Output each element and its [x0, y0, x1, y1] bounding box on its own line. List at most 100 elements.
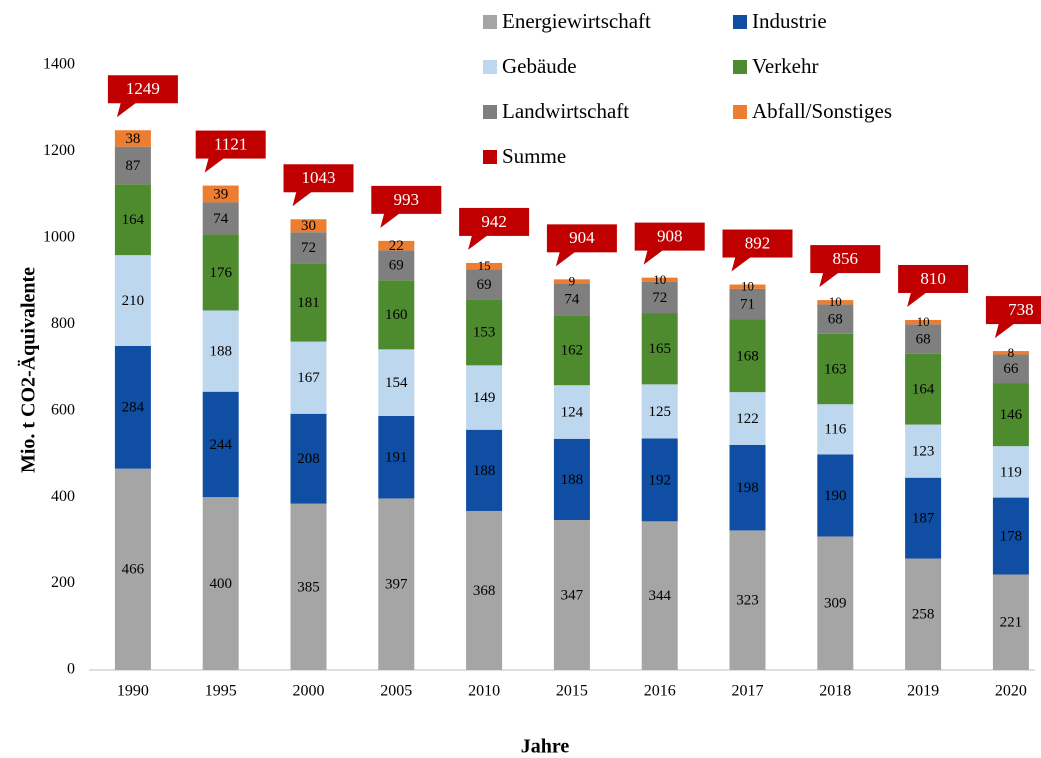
bar-segment: [992, 351, 1029, 355]
x-axis-title: Jahre: [521, 736, 570, 758]
bar-segment: [553, 283, 590, 316]
bar-segment: [641, 438, 678, 522]
total-label: 1121: [214, 134, 247, 153]
total-label: 856: [833, 249, 859, 268]
total-callout: [985, 296, 1041, 325]
segment-label: 168: [736, 348, 759, 364]
x-tick-label: 1995: [205, 683, 237, 700]
legend-label: Energiewirtschaft: [502, 9, 651, 33]
total-callout: [898, 264, 969, 293]
legend-swatch: [733, 105, 747, 119]
total-callout: [634, 222, 705, 251]
segment-label: 74: [564, 292, 580, 308]
bar-segment: [378, 415, 415, 499]
bar-segment: [378, 280, 415, 350]
y-tick-label: 800: [51, 315, 75, 332]
bar-segment: [202, 234, 239, 311]
bar-segment: [202, 310, 239, 392]
y-tick-label: 1200: [43, 142, 75, 159]
bar-segment: [729, 530, 766, 670]
bar-segment: [553, 438, 590, 521]
bar-segment: [378, 349, 415, 416]
bar-segment: [641, 313, 678, 385]
segment-label: 188: [561, 472, 584, 488]
segment-label: 176: [209, 265, 232, 281]
segment-label: 8: [1008, 345, 1015, 360]
segment-label: 221: [1000, 615, 1023, 631]
segment-label: 192: [648, 472, 671, 488]
segment-label: 22: [389, 238, 404, 254]
x-tick-label: 2016: [644, 683, 676, 700]
segment-label: 198: [736, 480, 759, 496]
segment-label: 119: [1000, 464, 1022, 480]
bar-segment: [466, 429, 503, 511]
segment-label: 10: [917, 314, 930, 329]
total-label: 810: [920, 269, 946, 288]
bar-segment: [817, 404, 854, 455]
bar-segment: [114, 255, 151, 346]
x-tick-label: 1990: [117, 683, 149, 700]
x-tick-label: 2020: [995, 683, 1027, 700]
callout-pointer: [643, 249, 664, 265]
bar-segment: [290, 263, 327, 342]
segment-label: 116: [824, 422, 846, 438]
bar-segment: [114, 146, 151, 185]
bar-segment: [553, 315, 590, 386]
bar-segment: [202, 185, 239, 203]
bar-segment: [992, 574, 1029, 670]
segment-label: 160: [385, 307, 408, 323]
segment-label: 347: [561, 587, 584, 603]
legend-label: Gebäude: [502, 54, 577, 78]
bar-segment: [114, 130, 151, 147]
bar-segment: [641, 277, 678, 282]
bar-segment: [817, 454, 854, 537]
bar-segment: [466, 269, 503, 300]
callout-pointer: [292, 191, 313, 207]
bar-segment: [905, 324, 942, 354]
bar-segment: [905, 558, 942, 670]
segment-label: 164: [122, 212, 145, 228]
callout-pointer: [907, 291, 928, 307]
x-tick-label: 2017: [732, 683, 764, 700]
total-label: 942: [481, 212, 507, 231]
bar-segment: [290, 219, 327, 233]
total-label: 892: [745, 233, 771, 252]
bar-segment: [641, 521, 678, 670]
y-tick-label: 400: [51, 488, 75, 505]
x-tick-label: 2000: [293, 683, 325, 700]
legend-label: Summe: [502, 144, 566, 168]
x-tick-label: 2010: [468, 683, 500, 700]
segment-label: 72: [652, 290, 667, 306]
bar-segment: [553, 385, 590, 439]
x-tick-label: 2015: [556, 683, 588, 700]
bar-segment: [378, 250, 415, 281]
segment-label: 397: [385, 577, 408, 593]
segment-label: 69: [389, 258, 404, 274]
callout-pointer: [819, 272, 840, 288]
legend-label: Verkehr: [752, 54, 818, 78]
segment-label: 188: [209, 344, 232, 360]
bar-segment: [905, 319, 942, 325]
segment-label: 188: [473, 463, 496, 479]
segment-label: 208: [297, 451, 320, 467]
segment-label: 69: [477, 277, 492, 293]
bar-segment: [641, 281, 678, 314]
bar-segment: [729, 288, 766, 320]
bar-segment: [114, 345, 151, 469]
segment-label: 385: [297, 579, 320, 595]
bar-segment: [466, 299, 503, 366]
callout-pointer: [555, 251, 576, 267]
segment-label: 149: [473, 390, 496, 406]
x-tick-label: 2018: [819, 683, 851, 700]
segment-label: 167: [297, 370, 320, 386]
segment-label: 191: [385, 450, 408, 466]
segment-label: 400: [209, 576, 232, 592]
bar-segment: [466, 262, 503, 270]
legend-swatch: [483, 105, 497, 119]
bar-segment: [992, 383, 1029, 447]
bar-segment: [114, 468, 151, 670]
legend-swatch: [733, 60, 747, 74]
segment-label: 190: [824, 488, 847, 504]
total-callout: [722, 229, 793, 258]
bar-segment: [817, 304, 854, 334]
